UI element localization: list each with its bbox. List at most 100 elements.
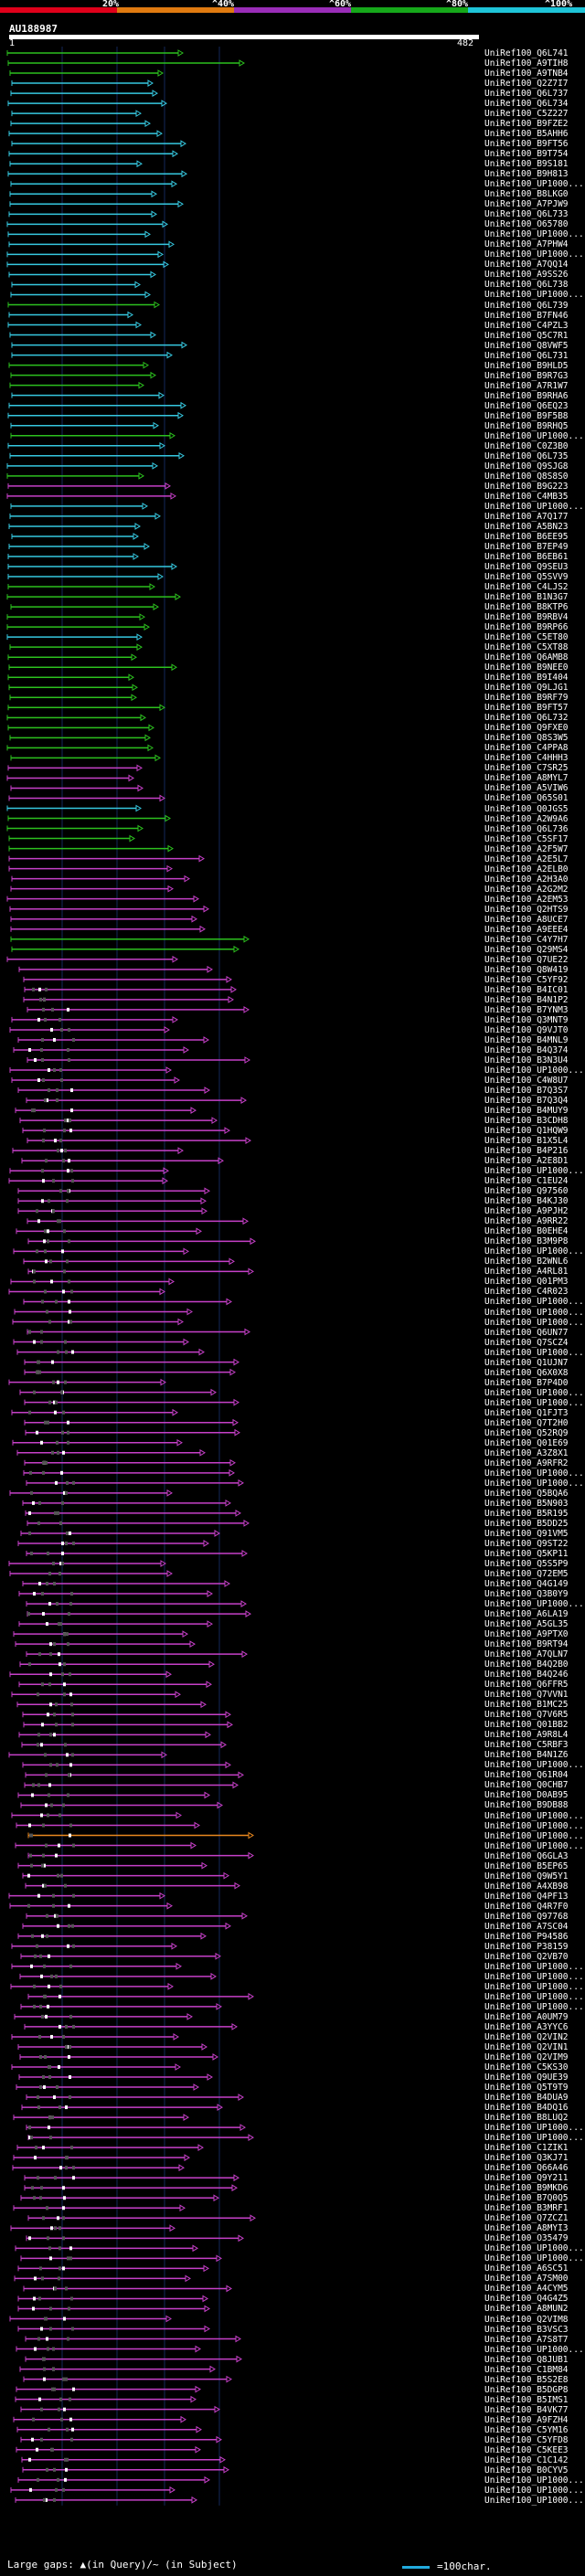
hit-label[interactable]: UniRef100_UP1000... <box>484 1468 584 1479</box>
hit-label[interactable]: UniRef100_UP1000... <box>484 229 584 240</box>
hit-label[interactable]: UniRef100_A9TIH8 <box>484 58 569 69</box>
hit-label[interactable]: UniRef100_Q9Y211 <box>484 2173 569 2184</box>
hit-label[interactable]: UniRef100_Q5KP11 <box>484 1548 569 1559</box>
hit-label[interactable]: UniRef100_Q6L732 <box>484 713 569 724</box>
hit-label[interactable]: UniRef100_B1X5L4 <box>484 1136 569 1147</box>
hit-label[interactable]: UniRef100_B0EHE4 <box>484 1226 569 1237</box>
hit-label[interactable]: UniRef100_Q2VB70 <box>484 1951 569 1962</box>
hit-label[interactable]: UniRef100_A9PTX0 <box>484 1629 569 1640</box>
hit-label[interactable]: UniRef100_Q6X0X8 <box>484 1367 569 1378</box>
hit-label[interactable]: UniRef100_Q6L731 <box>484 350 569 361</box>
hit-label[interactable]: UniRef100_UP1000... <box>484 1297 584 1308</box>
hit-label[interactable]: UniRef100_C1EU24 <box>484 1176 569 1187</box>
hit-label[interactable]: UniRef100_C5YM16 <box>484 2424 569 2435</box>
hit-label[interactable]: UniRef100_B7FN46 <box>484 310 569 321</box>
hit-label[interactable]: UniRef100_B9RHA6 <box>484 390 569 401</box>
hit-label[interactable]: UniRef100_Q8S3W5 <box>484 733 569 744</box>
hit-label[interactable]: UniRef100_B9RBV4 <box>484 612 569 623</box>
hit-label[interactable]: UniRef100_UP1000... <box>484 1840 584 1851</box>
hit-label[interactable]: UniRef100_A9SS26 <box>484 270 569 281</box>
hit-label[interactable]: UniRef100_UP1000... <box>484 1981 584 1992</box>
hit-label[interactable]: UniRef100_UP1000... <box>484 1760 584 1771</box>
hit-label[interactable]: UniRef100_O65780 <box>484 219 569 230</box>
hit-label[interactable]: UniRef100_B9DB88 <box>484 1800 569 1811</box>
hit-label[interactable]: UniRef100_B4VK77 <box>484 2404 569 2415</box>
hit-label[interactable]: UniRef100_A2G2M2 <box>484 884 569 895</box>
hit-label[interactable]: UniRef100_B3MRF1 <box>484 2203 569 2214</box>
hit-label[interactable]: UniRef100_Q6L734 <box>484 99 569 110</box>
hit-label[interactable]: UniRef100_C7SR25 <box>484 763 569 774</box>
hit-label[interactable]: UniRef100_Q1UJN7 <box>484 1357 569 1368</box>
hit-label[interactable]: UniRef100_Q6UN77 <box>484 1327 569 1338</box>
hit-label[interactable]: UniRef100_A0UM79 <box>484 2011 569 2022</box>
hit-label[interactable]: UniRef100_UP1000... <box>484 249 584 260</box>
hit-label[interactable]: UniRef100_Q6AMB8 <box>484 652 569 663</box>
hit-label[interactable]: UniRef100_Q6GLA3 <box>484 1850 569 1861</box>
hit-label[interactable]: UniRef100_C4LJS2 <box>484 582 569 593</box>
hit-label[interactable]: UniRef100_Q5C7R1 <box>484 330 569 341</box>
hit-label[interactable]: UniRef100_Q6L738 <box>484 280 569 291</box>
hit-label[interactable]: UniRef100_A5VIW6 <box>484 783 569 794</box>
hit-label[interactable]: UniRef100_P94586 <box>484 1931 569 1942</box>
hit-label[interactable]: UniRef100_UP1000... <box>484 1246 584 1257</box>
hit-label[interactable]: UniRef100_B3CDH8 <box>484 1116 569 1127</box>
hit-label[interactable]: UniRef100_Q9W5Y1 <box>484 1871 569 1882</box>
hit-label[interactable]: UniRef100_B3M9P8 <box>484 1236 569 1247</box>
hit-label[interactable]: UniRef100_B9RP66 <box>484 622 569 633</box>
hit-label[interactable]: UniRef100_Q6L741 <box>484 48 569 58</box>
hit-label[interactable]: UniRef100_C4R023 <box>484 1287 569 1298</box>
hit-label[interactable]: UniRef100_C5Z227 <box>484 109 569 120</box>
hit-label[interactable]: UniRef100_B9MKD6 <box>484 2183 569 2194</box>
hit-label[interactable]: UniRef100_UP1000... <box>484 2475 584 2486</box>
hit-label[interactable]: UniRef100_A2H3A0 <box>484 874 569 885</box>
hit-label[interactable]: UniRef100_C1BM84 <box>484 2364 569 2375</box>
hit-label[interactable]: UniRef100_C5XT88 <box>484 642 569 653</box>
hit-label[interactable]: UniRef100_UP1000... <box>484 179 584 190</box>
hit-label[interactable]: UniRef100_B5IMS1 <box>484 2394 569 2405</box>
hit-label[interactable]: UniRef100_A7QLN7 <box>484 1649 569 1660</box>
hit-label[interactable]: UniRef100_Q2VIM8 <box>484 2314 569 2325</box>
hit-label[interactable]: UniRef100_B8LUQ2 <box>484 2113 569 2124</box>
hit-label[interactable]: UniRef100_Q5T9T9 <box>484 2083 569 2094</box>
hit-label[interactable]: UniRef100_C5SF17 <box>484 833 569 844</box>
hit-label[interactable]: UniRef100_B7Q0Q5 <box>484 2193 569 2204</box>
hit-label[interactable]: UniRef100_B4DUA9 <box>484 2093 569 2104</box>
hit-label[interactable]: UniRef100_B4Q246 <box>484 1670 569 1680</box>
hit-label[interactable]: UniRef100_UP1000... <box>484 1397 584 1408</box>
hit-label[interactable]: UniRef100_Q2VIM9 <box>484 2051 569 2062</box>
hit-label[interactable]: UniRef100_B9G223 <box>484 481 569 492</box>
hit-label[interactable]: UniRef100_Q52RQ9 <box>484 1427 569 1438</box>
hit-label[interactable]: UniRef100_Q01PM3 <box>484 1277 569 1288</box>
hit-label[interactable]: UniRef100_UP1000... <box>484 1820 584 1831</box>
hit-label[interactable]: UniRef100_Q8W419 <box>484 964 569 975</box>
hit-label[interactable]: UniRef100_Q8S8S0 <box>484 471 569 482</box>
hit-label[interactable]: UniRef100_Q2VIN2 <box>484 2031 569 2042</box>
hit-label[interactable]: UniRef100_A8MUN2 <box>484 2304 569 2315</box>
hit-label[interactable]: UniRef100_B9H813 <box>484 169 569 180</box>
hit-label[interactable]: UniRef100_B5S2E8 <box>484 2374 569 2385</box>
hit-label[interactable]: UniRef100_Q6L739 <box>484 300 569 311</box>
hit-label[interactable]: UniRef100_B4Q374 <box>484 1044 569 1055</box>
hit-label[interactable]: UniRef100_B5AHH6 <box>484 129 569 140</box>
hit-label[interactable]: UniRef100_C0Z3B0 <box>484 440 569 451</box>
hit-label[interactable]: UniRef100_Q6FFR5 <box>484 1680 569 1691</box>
hit-label[interactable]: UniRef100_B5DGP8 <box>484 2384 569 2395</box>
hit-label[interactable]: UniRef100_Q8VWF5 <box>484 340 569 351</box>
hit-label[interactable]: UniRef100_C4W8U7 <box>484 1076 569 1087</box>
hit-label[interactable]: UniRef100_UP1000... <box>484 1971 584 1982</box>
hit-label[interactable]: UniRef100_C4MB35 <box>484 491 569 502</box>
hit-label[interactable]: UniRef100_A9RFR2 <box>484 1458 569 1468</box>
hit-label[interactable]: UniRef100_B4IC01 <box>484 984 569 995</box>
hit-label[interactable]: UniRef100_Q72EM5 <box>484 1569 569 1580</box>
hit-label[interactable]: UniRef100_A7R1W7 <box>484 380 569 391</box>
hit-label[interactable]: UniRef100_B6EB61 <box>484 552 569 562</box>
hit-label[interactable]: UniRef100_Q4G149 <box>484 1579 569 1590</box>
hit-label[interactable]: UniRef100_A5GL35 <box>484 1619 569 1630</box>
hit-label[interactable]: UniRef100_Q6L735 <box>484 451 569 461</box>
hit-label[interactable]: UniRef100_A9R8L4 <box>484 1730 569 1741</box>
hit-label[interactable]: UniRef100_B6EE95 <box>484 531 569 542</box>
hit-label[interactable]: UniRef100_Q9ST22 <box>484 1538 569 1549</box>
hit-label[interactable]: UniRef100_A6SC51 <box>484 2263 569 2274</box>
hit-label[interactable]: UniRef100_B8LKG0 <box>484 189 569 200</box>
hit-label[interactable]: UniRef100_UP1000... <box>484 1166 584 1177</box>
